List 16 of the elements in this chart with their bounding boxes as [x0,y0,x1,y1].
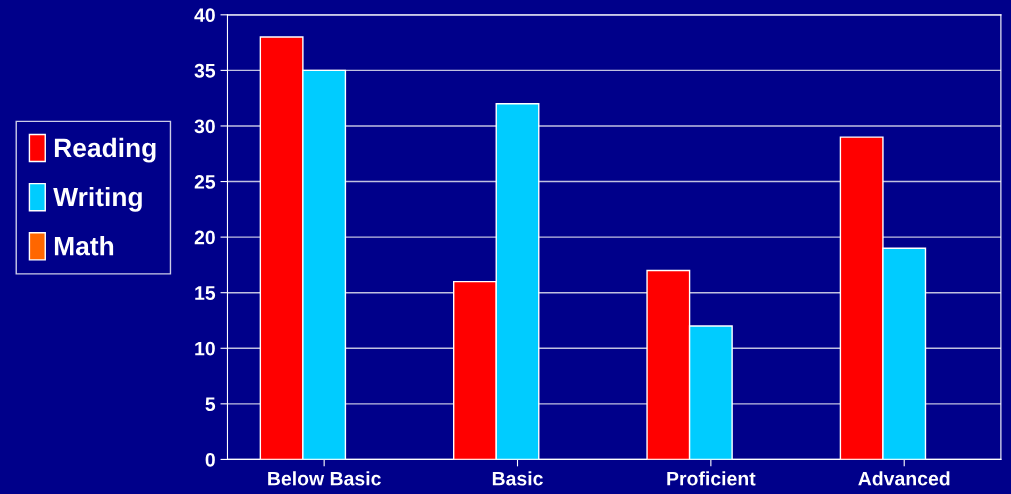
y-tick-label: 15 [195,286,216,300]
y-tick-label: 0 [205,452,215,467]
x-tick-label: Proficient [667,471,756,486]
x-tick-label: Below Basic [268,471,381,486]
y-tick-label: 10 [195,341,215,356]
y-tick-label: 40 [194,8,215,23]
y-tick-label: 25 [194,175,216,189]
y-tick-label: 30 [194,119,215,134]
y-tick-label: 20 [194,230,215,245]
y-tick-label: 5 [205,397,216,412]
legend-label: Reading [54,137,156,163]
legend-label: Math [54,236,114,256]
y-tick-label: 35 [194,63,216,78]
x-tick-label: Basic [492,471,543,486]
legend-label: Writing [53,186,142,212]
x-tick-label: Advanced [858,471,950,486]
